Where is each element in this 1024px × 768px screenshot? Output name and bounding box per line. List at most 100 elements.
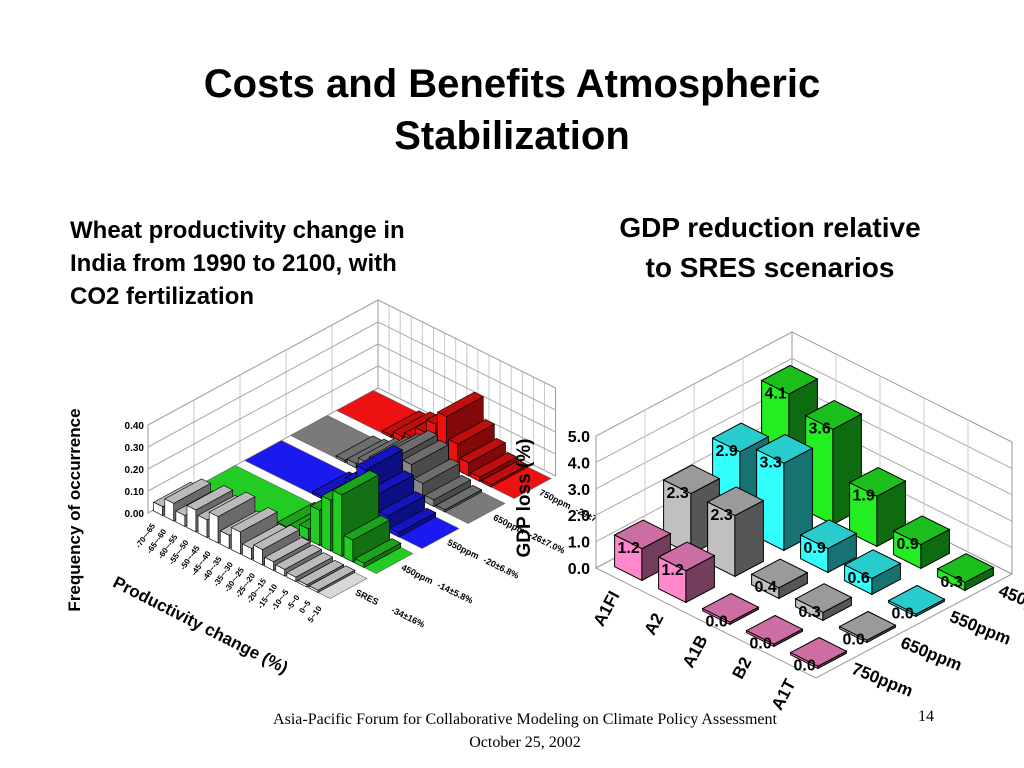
bar-top-face bbox=[760, 364, 819, 395]
category-label: A2 bbox=[641, 610, 668, 638]
series-label: 750ppm bbox=[849, 659, 916, 701]
left-caption-line-2: India from 1990 to 2100, with bbox=[70, 250, 397, 277]
bar-top-face bbox=[230, 507, 278, 533]
bar-top-face bbox=[252, 524, 300, 550]
bar-top-face bbox=[843, 549, 902, 580]
y-tick-label: 0.20 bbox=[125, 465, 145, 476]
bar-550ppm-A1B bbox=[799, 519, 858, 574]
bar-top-face bbox=[297, 559, 345, 586]
slide-title-line-2: Stabilization bbox=[394, 114, 630, 158]
bar-value-label: 0.0 bbox=[843, 632, 865, 649]
bar-650ppm-A1FI bbox=[662, 464, 721, 556]
bar-top-face bbox=[354, 538, 402, 564]
bar-top-face bbox=[848, 466, 907, 497]
bar-top-face bbox=[308, 565, 356, 591]
bar-top-face bbox=[750, 558, 809, 589]
bar-450ppm-A1T bbox=[936, 553, 995, 592]
y-axis-label: Frequency of occurrence bbox=[65, 408, 84, 611]
bar-top-face bbox=[436, 391, 484, 417]
bar-top-face bbox=[424, 475, 472, 501]
y-tick-label: 0.40 bbox=[125, 421, 145, 432]
hist-bar-SRES-14 bbox=[308, 565, 356, 594]
gridline bbox=[595, 357, 1013, 469]
left-caption-line-1: Wheat productivity change in bbox=[70, 217, 405, 244]
bar-top-face bbox=[887, 584, 946, 615]
bar-top-face bbox=[275, 544, 323, 570]
bar-top-face bbox=[892, 515, 951, 546]
bar-top-face bbox=[378, 491, 426, 517]
bar-top-face bbox=[789, 636, 848, 667]
bar-value-label: 3.3 bbox=[760, 455, 782, 472]
y-tick-label: 5.0 bbox=[568, 429, 590, 446]
bar-top-face bbox=[706, 486, 765, 517]
y-tick-label: 0.00 bbox=[125, 509, 145, 520]
bar-value-label: 0.0 bbox=[794, 658, 816, 675]
bar-top-face bbox=[343, 515, 391, 541]
bar-top-face bbox=[459, 437, 507, 464]
bar-top-face bbox=[745, 614, 804, 645]
bar-value-label: 2.9 bbox=[716, 443, 738, 460]
bar-top-face bbox=[435, 484, 483, 511]
bar-top-face bbox=[613, 519, 672, 550]
hist-bar-650ppm-12 bbox=[424, 475, 472, 508]
bar-top-face bbox=[794, 583, 853, 613]
y-tick-label: 2.0 bbox=[568, 508, 590, 525]
bar-top-face bbox=[481, 459, 529, 486]
gridline bbox=[147, 365, 556, 492]
bar-550ppm-A1T bbox=[887, 584, 946, 618]
series-label: 650ppm bbox=[898, 633, 965, 675]
bar-750ppm-A1T bbox=[789, 636, 848, 670]
gridline bbox=[147, 343, 556, 470]
bar-top-face bbox=[755, 433, 814, 464]
bar-value-label: 1.2 bbox=[662, 562, 684, 579]
bar-750ppm-B2 bbox=[745, 614, 804, 648]
hist-bar-650ppm-13 bbox=[435, 484, 483, 513]
bar-value-label: 0.3 bbox=[941, 574, 963, 591]
bar-top-face bbox=[264, 536, 312, 563]
bar-top-face bbox=[208, 491, 256, 517]
bar-top-face bbox=[448, 419, 496, 445]
right-caption-line-1: GDP reduction relative bbox=[619, 212, 921, 243]
bar-650ppm-B2 bbox=[794, 583, 853, 622]
hist-bar-450ppm-14 bbox=[354, 538, 402, 569]
bar-top-face bbox=[402, 439, 450, 466]
hist-bar-750ppm-13 bbox=[481, 459, 529, 488]
bar-top-face bbox=[799, 519, 858, 550]
bar-top-face bbox=[711, 422, 770, 453]
series-label: 450ppm bbox=[996, 581, 1024, 623]
bar-value-label: 0.6 bbox=[848, 570, 870, 587]
bar-value-label: 4.1 bbox=[765, 385, 787, 402]
bar-top-face bbox=[657, 541, 716, 572]
bar-value-label: 0.0 bbox=[750, 636, 772, 653]
bar-value-label: 0.0 bbox=[706, 614, 728, 631]
bar-650ppm-A1T bbox=[838, 610, 897, 644]
y-axis-label: GDP loss (%) bbox=[514, 439, 535, 558]
y-tick-label: 0.30 bbox=[125, 443, 145, 454]
bar-value-label: 1.2 bbox=[618, 540, 640, 557]
bar-top-face bbox=[356, 445, 404, 471]
hist-bar-450ppm-13 bbox=[343, 515, 391, 563]
bar-650ppm-A1B bbox=[750, 558, 809, 600]
bar-top-face bbox=[701, 592, 760, 623]
bar-top-face bbox=[389, 507, 437, 533]
bar-top-face bbox=[838, 610, 897, 641]
bar-top-face bbox=[332, 470, 380, 496]
bar-value-label: 0.0 bbox=[892, 606, 914, 623]
bar-top-face bbox=[804, 400, 863, 430]
bar-value-label: 0.3 bbox=[799, 604, 821, 621]
page-number: 14 bbox=[918, 708, 934, 725]
left-caption-line-3: CO2 fertilization bbox=[70, 283, 255, 310]
series-label: 550ppm bbox=[947, 607, 1014, 649]
bar-top-face bbox=[186, 485, 234, 511]
bar-550ppm-B2 bbox=[843, 549, 902, 596]
footer: Asia-Pacific Forum for Collaborative Mod… bbox=[160, 708, 890, 754]
bar-value-label: 2.3 bbox=[711, 507, 733, 524]
y-tick-label: 4.0 bbox=[568, 455, 590, 472]
category-label: B2 bbox=[729, 654, 756, 682]
hist-bar-750ppm-12 bbox=[470, 452, 518, 483]
bar-top-face bbox=[164, 478, 212, 504]
bar-value-label: 1.9 bbox=[853, 488, 875, 505]
right-caption-line-2: to SRES scenarios bbox=[645, 252, 895, 283]
